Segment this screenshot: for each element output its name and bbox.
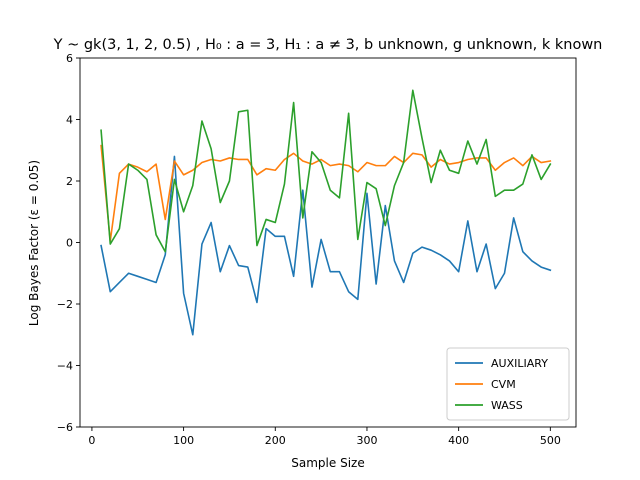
x-tick-label: 0 [88,434,95,447]
legend-label-wass: WASS [491,399,523,412]
legend-box [446,347,570,421]
x-tick-label: 200 [265,434,286,447]
y-axis-label: Log Bayes Factor (ε = 0.05) [27,160,41,326]
x-tick-label: 100 [173,434,194,447]
legend-label-cvm: CVM [491,378,516,391]
x-tick-label: 500 [540,434,561,447]
y-tick-label: 6 [66,52,73,65]
chart-title: Y ~ gk(3, 1, 2, 0.5) , H₀ : a = 3, H₁ : … [53,37,603,53]
y-tick-label: 0 [66,237,73,250]
y-tick-label: −6 [57,421,73,434]
y-tick-label: −2 [57,298,73,311]
y-tick-label: 2 [66,175,73,188]
x-tick-label: 400 [448,434,469,447]
legend: AUXILIARY CVM WASS [446,347,570,421]
x-tick-label: 300 [356,434,377,447]
legend-label-auxiliary: AUXILIARY [491,357,548,370]
x-axis-label: Sample Size [291,456,364,470]
y-tick-label: 4 [66,114,73,127]
y-tick-label: −4 [57,360,73,373]
series-line-auxiliary [100,155,552,336]
plot-area: 0 100 200 300 400 500 −6 −4 −2 0 2 4 6 [57,52,577,447]
series-line-wass [100,89,552,253]
